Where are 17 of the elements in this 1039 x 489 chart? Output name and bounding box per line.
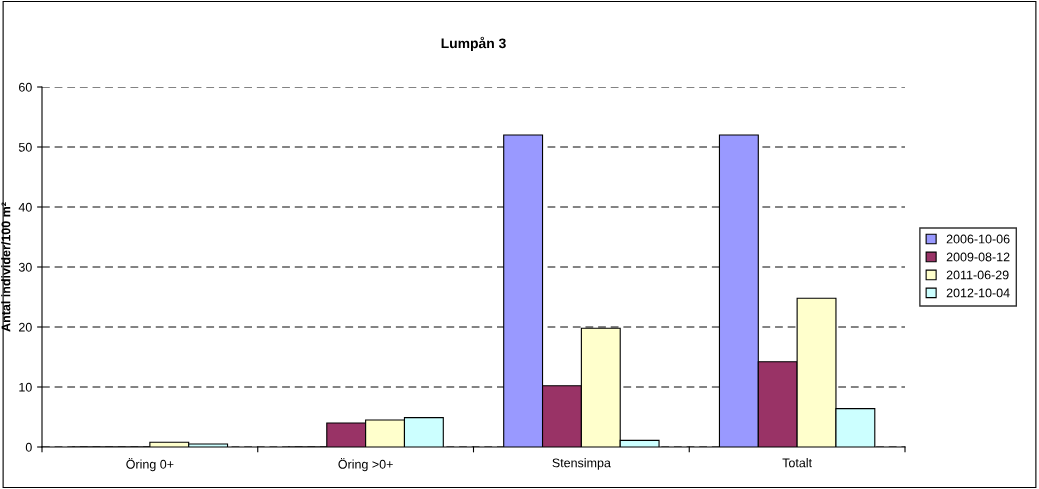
y-tick-label: 50 bbox=[18, 142, 32, 152]
legend-label: 2011-06-29 bbox=[946, 270, 1009, 280]
x-tick-label: Stensimpa bbox=[552, 458, 611, 470]
chart-title: Lumpån 3 bbox=[441, 36, 506, 51]
x-tick-label: Totalt bbox=[782, 458, 812, 468]
y-tick-label: 10 bbox=[19, 382, 32, 392]
legend-label: 2012-10-04 bbox=[946, 288, 1010, 298]
y-tick-label: 0 bbox=[25, 442, 32, 452]
x-tick-label: Öring 0+ bbox=[126, 458, 174, 472]
y-axis-title: Antal individer/100 m² bbox=[1, 202, 11, 332]
y-tick-label: 40 bbox=[18, 202, 32, 212]
y-tick-label: 30 bbox=[18, 262, 32, 272]
y-tick-label: 60 bbox=[19, 82, 32, 92]
legend-label: 2009-08-12 bbox=[946, 252, 1010, 262]
y-tick-label: 20 bbox=[19, 322, 32, 332]
x-tick-label: Öring >0+ bbox=[338, 458, 393, 472]
legend-label: 2006-10-06 bbox=[946, 234, 1010, 244]
